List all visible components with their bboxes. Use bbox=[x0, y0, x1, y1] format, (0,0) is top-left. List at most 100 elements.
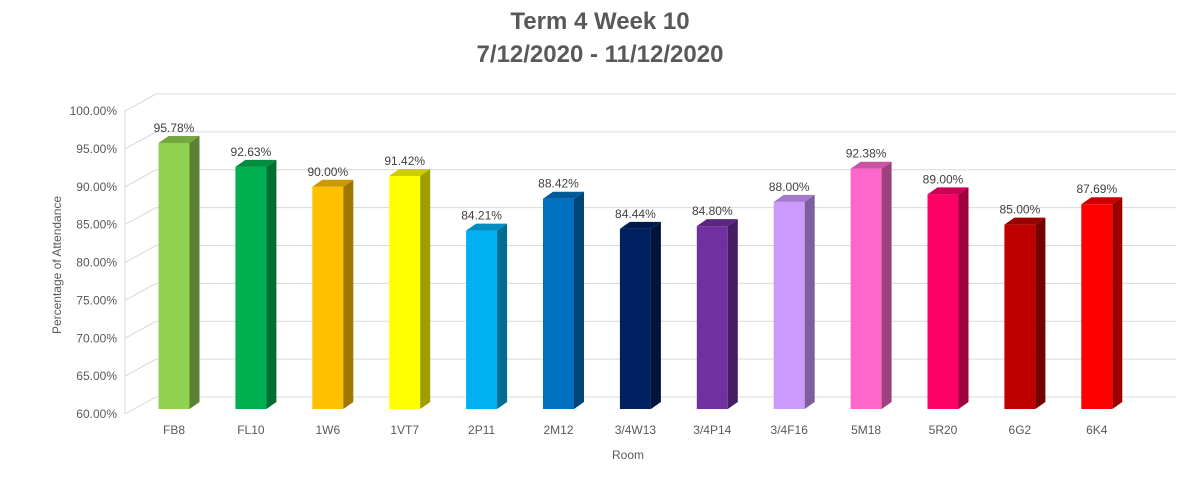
y-axis-title: Percentage of Attendance bbox=[50, 196, 64, 334]
y-tick-label: 80.00% bbox=[76, 256, 117, 270]
y-tick-label: 100.00% bbox=[70, 104, 118, 118]
data-label: 89.00% bbox=[923, 172, 964, 186]
bar-top bbox=[773, 194, 815, 202]
bar-side bbox=[189, 135, 200, 410]
bar-front bbox=[1081, 204, 1113, 409]
bar-side bbox=[574, 191, 584, 409]
bar-6k4 bbox=[1081, 197, 1123, 409]
x-tick-label: 1W6 bbox=[315, 423, 340, 437]
bars bbox=[158, 135, 1123, 410]
bar-side bbox=[266, 159, 277, 409]
x-axis-title: Room bbox=[612, 448, 644, 462]
data-label: 84.21% bbox=[461, 209, 502, 223]
bar-side bbox=[343, 179, 354, 409]
bar-2m12 bbox=[543, 191, 584, 409]
bar-1vt7 bbox=[389, 168, 431, 409]
bar-front bbox=[158, 142, 190, 410]
bar-34p14 bbox=[696, 219, 738, 409]
x-tick-label: 1VT7 bbox=[390, 423, 419, 437]
x-tick-label: 6K4 bbox=[1086, 423, 1108, 437]
bar-side bbox=[804, 194, 815, 409]
gridline-depth bbox=[124, 358, 157, 377]
bar-front bbox=[927, 194, 959, 409]
x-tick-label: 3/4F16 bbox=[771, 423, 809, 437]
data-label: 88.00% bbox=[769, 180, 810, 194]
bar-front bbox=[773, 201, 805, 409]
bar-top bbox=[235, 159, 277, 167]
bar-top bbox=[619, 221, 661, 229]
bar-top bbox=[1004, 217, 1046, 225]
y-tick-label: 85.00% bbox=[76, 218, 117, 232]
bar-2p11 bbox=[466, 223, 508, 409]
bar-top bbox=[466, 223, 508, 231]
y-tick-label: 60.00% bbox=[76, 407, 117, 421]
x-axis-ticks: FB8 FL10 1W6 1VT7 2P11 2M12 3/4W13 3/4P14 3/4F16… bbox=[163, 423, 1108, 437]
x-tick-label: 5R20 bbox=[929, 423, 958, 437]
gridline-depth bbox=[124, 169, 157, 188]
y-tick-label: 90.00% bbox=[76, 180, 117, 194]
bar-5m18 bbox=[850, 161, 892, 409]
bar-top bbox=[1081, 197, 1123, 205]
y-tick-label: 95.00% bbox=[76, 142, 117, 156]
gridline-depth bbox=[124, 282, 157, 301]
y-tick-label: 70.00% bbox=[76, 331, 117, 345]
bar-front bbox=[466, 230, 498, 409]
bar-front bbox=[235, 166, 267, 409]
bar-side bbox=[1112, 197, 1123, 409]
bar-fl10 bbox=[235, 159, 277, 409]
bar-side bbox=[420, 168, 431, 409]
gridline-depth bbox=[124, 131, 157, 150]
data-label: 87.69% bbox=[1076, 182, 1117, 196]
chart-title-line-1: Term 4 Week 10 bbox=[510, 8, 690, 35]
bar-5r20 bbox=[927, 187, 969, 409]
bar-top bbox=[312, 179, 354, 187]
y-tick-label: 65.00% bbox=[76, 369, 117, 383]
data-labels: 95.78% 92.63% 90.00% 91.42% 84.21% 88.42% 84.4… bbox=[154, 121, 1118, 223]
bar-side bbox=[958, 187, 969, 409]
bar-side bbox=[881, 161, 892, 409]
x-tick-label: 5M18 bbox=[851, 423, 881, 437]
gridline-depth bbox=[124, 93, 157, 112]
x-tick-label: 2M12 bbox=[543, 423, 573, 437]
bar-top bbox=[850, 161, 892, 169]
x-tick-label: FB8 bbox=[163, 423, 185, 437]
x-tick-label: 3/4W13 bbox=[615, 423, 657, 437]
gridline-depth bbox=[124, 396, 157, 415]
bar-front bbox=[696, 226, 728, 409]
y-axis-ticks: 60.00% 65.00% 70.00% 75.00% 80.00% 85.00% 90.0… bbox=[70, 104, 118, 421]
gridline-depth bbox=[124, 320, 157, 339]
bar-front bbox=[850, 168, 882, 409]
data-label: 85.00% bbox=[1000, 203, 1041, 217]
chart-title-line-2: 7/12/2020 - 11/12/2020 bbox=[476, 41, 724, 68]
bar-front bbox=[312, 186, 344, 409]
bar-top bbox=[389, 168, 431, 176]
bar-front bbox=[543, 198, 574, 409]
bar-6g2 bbox=[1004, 217, 1046, 409]
bar-front bbox=[619, 228, 651, 409]
bar-front bbox=[389, 175, 421, 409]
bar-side bbox=[727, 219, 738, 409]
bar-top bbox=[543, 191, 584, 199]
data-label: 92.38% bbox=[846, 147, 887, 161]
bar-side bbox=[497, 223, 508, 409]
bar-front bbox=[1004, 224, 1036, 409]
data-label: 90.00% bbox=[307, 165, 348, 179]
x-tick-label: FL10 bbox=[237, 423, 265, 437]
bar-1w6 bbox=[312, 179, 354, 409]
x-tick-label: 2P11 bbox=[468, 423, 495, 437]
gridline-depth bbox=[124, 245, 157, 263]
gridline-depth bbox=[124, 207, 157, 226]
x-tick-label: 3/4P14 bbox=[693, 423, 731, 437]
data-label: 92.63% bbox=[231, 145, 272, 159]
data-label: 91.42% bbox=[384, 154, 425, 168]
bar-top bbox=[696, 219, 738, 227]
data-label: 88.42% bbox=[538, 177, 579, 191]
data-label: 95.78% bbox=[154, 121, 195, 135]
x-tick-label: 6G2 bbox=[1009, 423, 1032, 437]
bar-top bbox=[158, 135, 200, 143]
data-label: 84.80% bbox=[692, 204, 733, 218]
bar-top bbox=[927, 187, 969, 195]
bar-34f16 bbox=[773, 194, 815, 409]
y-tick-label: 75.00% bbox=[76, 293, 117, 307]
